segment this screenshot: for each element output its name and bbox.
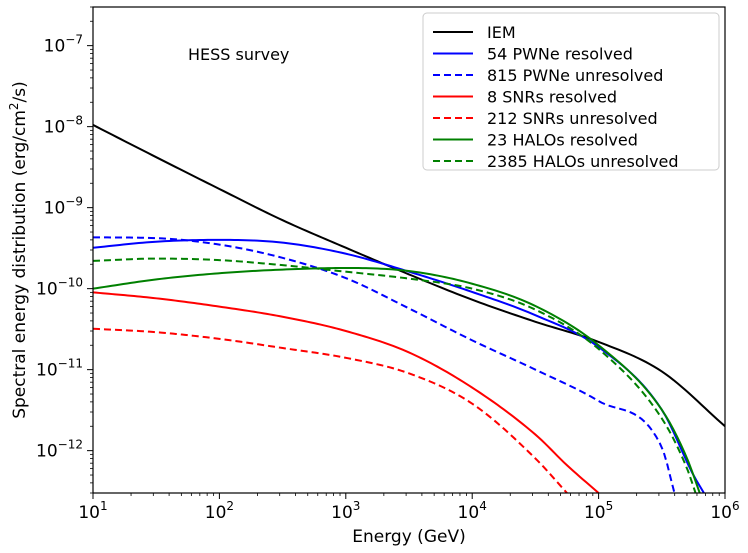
x-tick-label-5: 106 [710, 499, 739, 523]
legend-label-1: 54 PWNe resolved [487, 45, 633, 64]
y-axis-label-suffix: /s) [10, 81, 30, 102]
legend-label-0: IEM [487, 23, 516, 42]
x-tick-label-0: 101 [78, 499, 107, 523]
series-line-6 [93, 257, 697, 493]
y-axis-label-prefix: Spectral energy distribution (erg/cm [10, 110, 30, 419]
y-tick-label-0: 10−12 [36, 438, 83, 462]
y-axis-label-sup: 2 [7, 102, 21, 110]
series-line-2 [93, 236, 676, 493]
y-tick-label-5: 10−7 [44, 33, 83, 57]
legend-label-5: 23 HALOs resolved [487, 131, 638, 150]
series-line-3 [93, 291, 600, 493]
series-line-5 [93, 266, 701, 493]
legend-label-4: 212 SNRs unresolved [487, 109, 658, 128]
legend-label-6: 2385 HALOs unresolved [487, 152, 679, 171]
series-line-1 [93, 238, 705, 493]
y-tick-label-4: 10−8 [44, 114, 83, 138]
x-axis: 101 102 103 104 105 106 [78, 493, 740, 523]
x-tick-label-1: 102 [205, 499, 234, 523]
x-tick-label-4: 105 [584, 499, 613, 523]
legend-label-3: 8 SNRs resolved [487, 88, 617, 107]
legend-label-2: 815 PWNe unresolved [487, 66, 663, 85]
y-tick-label-2: 10−10 [36, 276, 83, 300]
x-tick-label-3: 104 [458, 499, 487, 523]
x-tick-label-2: 103 [331, 499, 360, 523]
x-axis-label: Energy (GeV) [352, 527, 465, 547]
y-axis-label: Spectral energy distribution (erg/cm2/s) [7, 81, 30, 419]
y-tick-label-3: 10−9 [44, 195, 83, 219]
series-line-0 [93, 124, 725, 428]
survey-annotation: HESS survey [188, 45, 289, 64]
series-line-4 [93, 327, 568, 493]
series-layer [93, 124, 725, 493]
y-tick-label-1: 10−11 [36, 357, 83, 381]
legend-box [422, 12, 720, 171]
y-axis: 10−12 10−11 10−10 10−9 10−8 10−7 [36, 6, 93, 494]
legend: IEM 54 PWNe resolved 815 PWNe unresolved 8 … [422, 12, 720, 171]
